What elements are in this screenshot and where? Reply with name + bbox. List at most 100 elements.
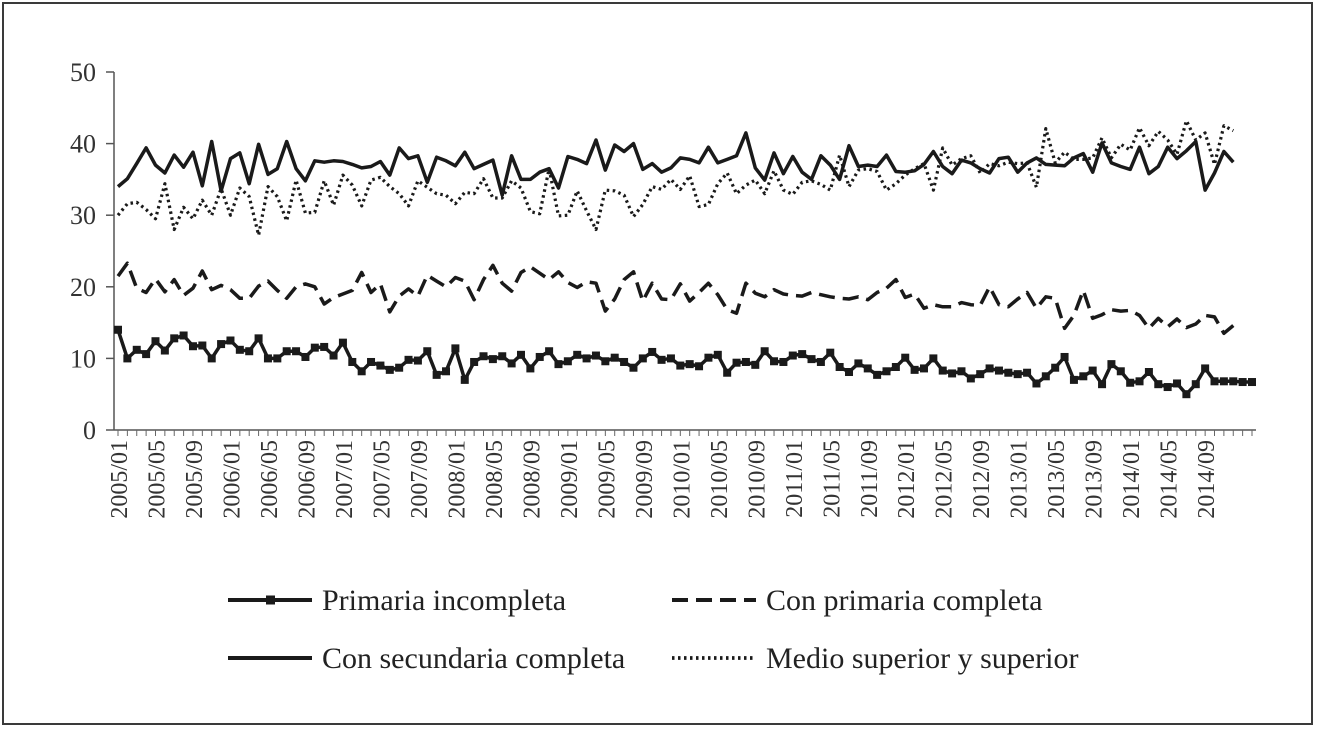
- series-marker: [1004, 368, 1013, 377]
- y-tick-label: 30: [70, 201, 96, 230]
- series-marker: [1088, 366, 1097, 375]
- series-marker: [1229, 377, 1238, 386]
- legend-item: Con primaria completa: [672, 584, 1043, 617]
- x-tick-label: 2010/05: [707, 440, 733, 519]
- x-tick-label: 2011/01: [782, 440, 808, 518]
- legend-item: Medio superior y superior: [672, 642, 1078, 675]
- legend: Primaria incompleta Con primaria completa…: [228, 584, 1078, 675]
- y-tick-label: 0: [83, 416, 96, 445]
- series-marker: [1238, 378, 1247, 387]
- series-marker: [132, 345, 141, 354]
- series-marker: [723, 368, 732, 377]
- series-marker: [798, 350, 807, 359]
- series-marker: [994, 366, 1003, 375]
- series-marker: [638, 354, 647, 363]
- legend-label: Con secundaria completa: [322, 642, 625, 675]
- series-marker: [732, 358, 741, 367]
- series-marker: [919, 364, 928, 373]
- series-marker: [1023, 368, 1032, 377]
- y-tick-label: 10: [70, 344, 96, 373]
- series-marker: [957, 367, 966, 376]
- series-marker: [666, 354, 675, 363]
- series-marker: [498, 352, 507, 361]
- series-marker: [835, 362, 844, 371]
- series-marker: [376, 361, 385, 370]
- series-marker: [179, 331, 188, 340]
- series-line-1: [116, 329, 1252, 396]
- series-marker: [966, 374, 975, 383]
- series-marker: [114, 325, 122, 334]
- series-marker: [1182, 390, 1191, 399]
- x-axis: 2005/01 2005/05 2005/09 2006/01 2006/05 2006/…: [107, 429, 1256, 519]
- series-marker: [367, 357, 376, 366]
- series-marker: [432, 370, 441, 379]
- x-tick-label: 2009/05: [594, 440, 620, 519]
- series-marker: [451, 344, 460, 353]
- series-marker: [170, 334, 179, 343]
- series-marker: [976, 370, 985, 379]
- x-tick-label: 2005/09: [182, 440, 208, 519]
- series-marker: [516, 350, 525, 359]
- series-marker: [442, 367, 451, 376]
- series-marker: [1060, 352, 1069, 361]
- series-marker: [151, 337, 160, 346]
- x-tick-label: 2008/05: [482, 440, 508, 519]
- series-marker: [404, 355, 413, 364]
- x-tick-label: 2013/01: [1007, 440, 1033, 519]
- series-marker: [526, 364, 535, 373]
- series-marker: [1135, 377, 1144, 386]
- series-marker: [535, 352, 544, 361]
- series-marker: [348, 357, 357, 366]
- series-marker: [479, 352, 488, 361]
- y-tick-label: 50: [70, 58, 96, 87]
- legend-label: Medio superior y superior: [766, 642, 1078, 675]
- series-marker: [460, 375, 469, 384]
- series-marker: [1144, 368, 1153, 377]
- series-marker: [1219, 377, 1228, 386]
- series-marker: [882, 367, 891, 376]
- series-marker: [751, 360, 760, 369]
- series-marker: [1013, 370, 1022, 379]
- series-marker: [873, 370, 882, 379]
- series-marker: [563, 357, 572, 366]
- series-marker: [582, 354, 591, 363]
- series-marker: [948, 369, 957, 378]
- series-marker: [188, 342, 197, 351]
- x-tick-label: 2007/01: [332, 440, 358, 519]
- series-marker: [292, 347, 301, 356]
- series-marker: [901, 353, 910, 362]
- series-marker: [985, 364, 994, 373]
- series-marker: [235, 345, 244, 354]
- series-marker: [273, 354, 282, 363]
- x-tick-label: 2013/09: [1082, 440, 1108, 519]
- y-tick-label: 20: [70, 273, 96, 302]
- series-marker: [320, 342, 329, 351]
- series-marker: [1079, 372, 1088, 381]
- series-marker: [685, 360, 694, 369]
- series-marker: [507, 359, 516, 368]
- series-marker: [863, 364, 872, 373]
- series-marker: [1107, 360, 1116, 369]
- legend-label: Con primaria completa: [766, 584, 1043, 617]
- x-tick-label: 2012/09: [969, 440, 995, 519]
- series-marker: [816, 357, 825, 366]
- legend-label: Primaria incompleta: [322, 584, 566, 617]
- series-marker: [217, 340, 226, 349]
- x-tick-label: 2010/01: [669, 440, 695, 519]
- series-marker: [301, 352, 310, 361]
- series-line-4: [116, 119, 1235, 237]
- x-tick-label: 2012/05: [932, 440, 958, 519]
- series-marker: [226, 336, 235, 345]
- x-tick-label: 2011/09: [857, 440, 883, 518]
- series-marker: [338, 338, 347, 347]
- series-line-3: [116, 131, 1235, 197]
- x-tick-label: 2007/05: [369, 440, 395, 519]
- series-marker: [713, 350, 722, 359]
- series-marker: [1069, 375, 1078, 384]
- x-tick-label: 2013/05: [1044, 440, 1070, 519]
- series-marker: [657, 355, 666, 364]
- series-marker: [198, 341, 207, 350]
- series-marker: [554, 360, 563, 369]
